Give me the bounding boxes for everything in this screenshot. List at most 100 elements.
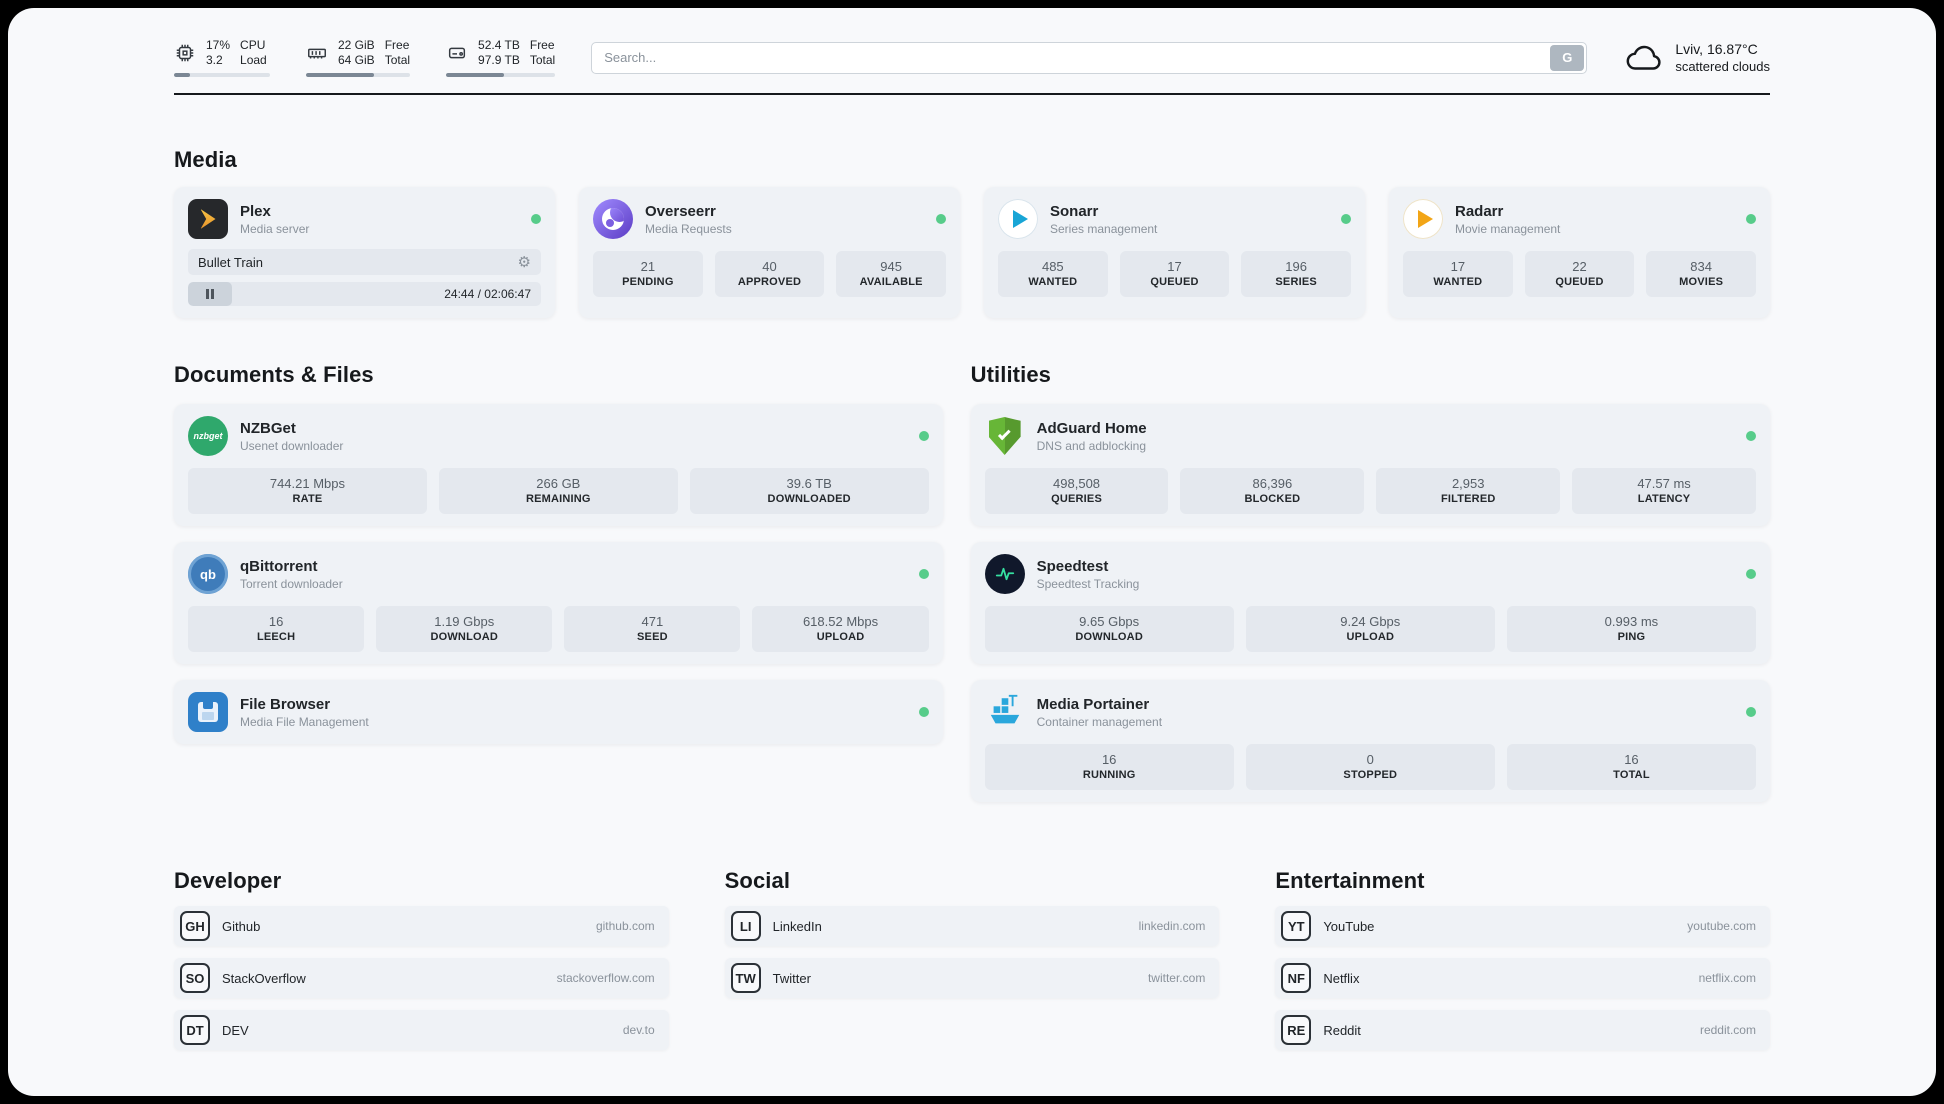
stat-label: MOVIES: [1679, 276, 1724, 288]
app-card-overseerr[interactable]: Overseerr Media Requests 21 PENDING 40 A…: [579, 187, 960, 318]
now-playing-row: Bullet Train ⚙: [188, 249, 541, 275]
link-reddit[interactable]: RE Reddit reddit.com: [1275, 1010, 1770, 1050]
app-name: AdGuard Home: [1036, 419, 1147, 437]
link-dev[interactable]: DT DEV dev.to: [174, 1010, 669, 1050]
stat-value: 0.993 ms: [1604, 614, 1659, 629]
app-desc: DNS and adblocking: [1036, 438, 1147, 453]
app-card-filebrowser[interactable]: File Browser Media File Management: [174, 680, 943, 744]
link-netflix[interactable]: NF Netflix netflix.com: [1275, 958, 1770, 998]
ram-icon: [308, 48, 326, 59]
filebrowser-icon: [188, 692, 228, 732]
link-name: Reddit: [1323, 1022, 1361, 1038]
search-box: G: [591, 41, 1588, 74]
section-title-media: Media: [174, 147, 237, 172]
app-card-qbittorrent[interactable]: qb qBittorrent Torrent downloader 16 LEE…: [174, 542, 943, 664]
overseerr-icon: [593, 199, 633, 239]
cpu-icon: [176, 44, 194, 62]
system-stats: 17% 3.2 CPU Load 22 GiB: [174, 38, 556, 77]
stat-tile: 744.21 Mbps RATE: [188, 468, 427, 514]
link-youtube[interactable]: YT YouTube youtube.com: [1275, 906, 1770, 946]
app-card-sonarr[interactable]: Sonarr Series management 485 WANTED 17 Q…: [984, 187, 1365, 318]
link-badge: YT: [1281, 911, 1312, 941]
link-badge: SO: [180, 963, 210, 993]
status-dot: [1745, 431, 1756, 441]
stat-tile: 2,953 FILTERED: [1376, 468, 1561, 514]
link-name: Netflix: [1323, 970, 1360, 986]
app-desc: Container management: [1036, 714, 1163, 729]
stat-label: AVAILABLE: [859, 276, 923, 288]
now-playing-title: Bullet Train: [198, 254, 264, 270]
stat-label: DOWNLOAD: [430, 631, 499, 643]
app-card-speedtest[interactable]: Speedtest Speedtest Tracking 9.65 Gbps D…: [970, 542, 1770, 664]
stat-value: 266 GB: [536, 476, 581, 491]
disk-free: 52.4 TB: [478, 38, 520, 52]
stat-tile: 834 MOVIES: [1646, 251, 1756, 297]
link-name: Twitter: [772, 970, 811, 986]
sonarr-icon: [998, 199, 1038, 239]
status-dot: [1745, 569, 1756, 579]
section-title-entertainment: Entertainment: [1275, 868, 1425, 893]
link-name: YouTube: [1323, 918, 1375, 934]
cpu-usage-bar: [174, 73, 270, 77]
stat-label: QUERIES: [1051, 493, 1102, 505]
stat-value: 17: [1450, 259, 1466, 274]
link-domain: twitter.com: [1147, 971, 1206, 985]
app-card-radarr[interactable]: Radarr Movie management 17 WANTED 22 QUE…: [1389, 187, 1770, 318]
player-time: 24:44 / 02:06:47: [444, 287, 531, 301]
link-badge: LI: [730, 911, 761, 941]
app-name: File Browser: [240, 695, 331, 713]
stat-label: LEECH: [256, 631, 296, 643]
gear-icon[interactable]: ⚙: [517, 253, 531, 271]
link-domain: linkedin.com: [1138, 919, 1206, 933]
section-documents: Documents & Files nzbget NZBGet Usenet d…: [174, 362, 943, 744]
status-dot: [918, 569, 929, 579]
app-card-plex[interactable]: Plex Media server Bullet Train ⚙ 24:44 /…: [174, 187, 555, 318]
pause-button[interactable]: [188, 282, 232, 306]
stat-label: FILTERED: [1440, 493, 1496, 505]
stat-tile: 17 QUEUED: [1119, 251, 1230, 297]
stat-label: PING: [1617, 631, 1646, 643]
stat-label: SEED: [637, 631, 668, 643]
stat-value: 16: [1101, 752, 1117, 767]
stat-value: 9.24 Gbps: [1340, 614, 1401, 629]
stat-tile: 0 STOPPED: [1245, 744, 1495, 790]
stat-value: 196: [1285, 259, 1307, 274]
link-github[interactable]: GH Github github.com: [174, 906, 669, 946]
link-name: LinkedIn: [772, 918, 822, 934]
link-badge: NF: [1281, 963, 1312, 993]
stat-tile: 485 WANTED: [998, 251, 1108, 297]
search-engine-button[interactable]: G: [1550, 44, 1585, 71]
ram-label-bottom: Total: [384, 53, 411, 67]
app-card-nzbget[interactable]: nzbget NZBGet Usenet downloader 744.21 M…: [174, 404, 943, 526]
stat-tile: 945 AVAILABLE: [836, 251, 946, 297]
ram-label-top: Free: [384, 38, 410, 52]
stat-value: 47.57 ms: [1637, 476, 1691, 491]
app-card-adguard[interactable]: AdGuard Home DNS and adblocking 498,508 …: [970, 404, 1770, 526]
disk-icon: [448, 47, 466, 59]
disk-widget: 52.4 TB 97.9 TB Free Total: [446, 38, 556, 77]
cpu-label-top: CPU: [240, 38, 266, 52]
stat-tile: 498,508 QUERIES: [984, 468, 1169, 514]
stat-tile: 9.65 Gbps DOWNLOAD: [984, 606, 1234, 652]
cpu-load-value: 3.2: [206, 53, 223, 67]
stat-tile: 22 QUEUED: [1524, 251, 1635, 297]
link-domain: netflix.com: [1698, 971, 1756, 985]
stat-tile: 618.52 Mbps UPLOAD: [752, 606, 929, 652]
cloud-icon: [1626, 45, 1661, 70]
stat-value: 744.21 Mbps: [269, 476, 346, 491]
app-name: Overseerr: [645, 202, 716, 220]
link-twitter[interactable]: TW Twitter twitter.com: [724, 958, 1220, 998]
search-input[interactable]: [591, 41, 1588, 74]
app-desc: Usenet downloader: [240, 438, 344, 453]
section-entertainment: Entertainment YT YouTube youtube.com NF …: [1275, 868, 1770, 1050]
status-dot: [918, 707, 929, 717]
stat-value: 16: [1624, 752, 1639, 767]
stat-value: 40: [762, 259, 777, 274]
link-domain: github.com: [595, 919, 655, 933]
top-bar: 17% 3.2 CPU Load 22 GiB: [174, 38, 1770, 77]
disk-label-bottom: Total: [529, 53, 556, 67]
link-stackoverflow[interactable]: SO StackOverflow stackoverflow.com: [174, 958, 669, 998]
stat-label: BLOCKED: [1244, 493, 1301, 505]
app-card-portainer[interactable]: Media Portainer Container management 16 …: [970, 680, 1770, 802]
link-linkedin[interactable]: LI LinkedIn linkedin.com: [724, 906, 1220, 946]
